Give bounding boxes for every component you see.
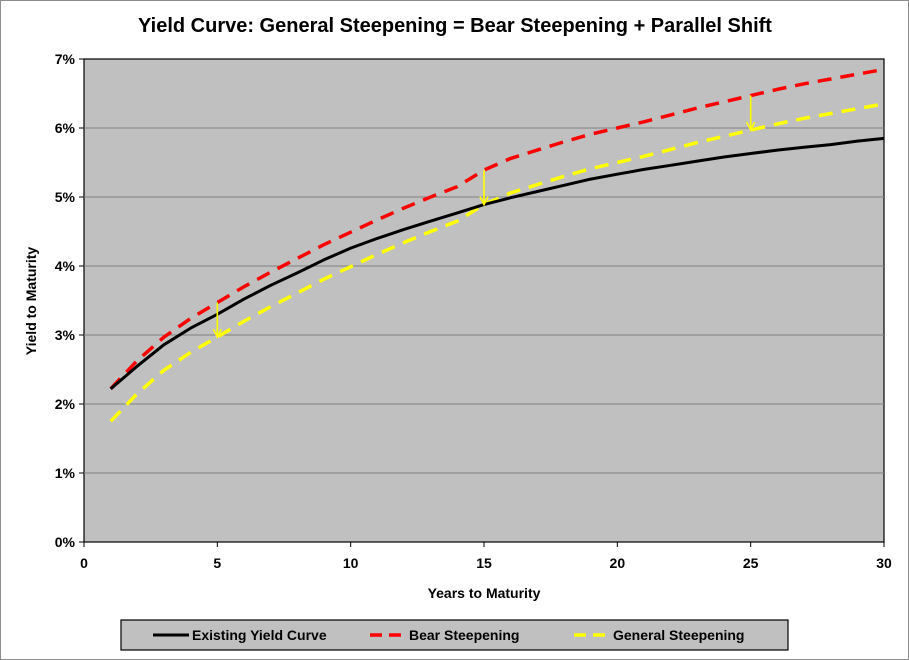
legend-item: Bear Steepening <box>370 627 519 643</box>
y-tick-label: 6% <box>55 120 76 136</box>
y-tick-label: 4% <box>55 258 76 274</box>
legend-items: Existing Yield Curve Bear Steepening Gener… <box>153 627 744 643</box>
y-tick-label: 7% <box>55 51 76 67</box>
x-tick-label: 15 <box>476 555 492 571</box>
legend-item: General Steepening <box>574 627 744 643</box>
legend-label: General Steepening <box>613 627 744 643</box>
y-axis-ticks: 0% 1% 2% 3% 4% 5% 6% 7% <box>55 51 84 550</box>
legend-label: Bear Steepening <box>409 627 519 643</box>
chart-title: Yield Curve: General Steepening = Bear S… <box>138 15 772 37</box>
x-tick-label: 20 <box>610 555 626 571</box>
shift-arrow <box>745 95 756 132</box>
x-axis-ticks: 0 5 10 15 20 25 30 <box>80 542 892 571</box>
series-line-general-steepening <box>109 102 885 423</box>
shift-arrow-head <box>479 196 489 207</box>
y-tick-label: 5% <box>55 189 76 205</box>
shift-arrow <box>212 302 223 339</box>
annotation-group <box>212 95 756 339</box>
shift-arrow-head <box>212 328 223 339</box>
series-line-existing-yield-curve <box>109 136 885 390</box>
y-tick-label: 0% <box>55 534 76 550</box>
plot-area <box>83 58 885 543</box>
x-tick-label: 30 <box>876 555 892 571</box>
x-tick-label: 25 <box>743 555 759 571</box>
legend <box>120 619 789 651</box>
legend-label: Existing Yield Curve <box>192 627 327 643</box>
shift-arrow <box>479 170 489 207</box>
series-line-bear-steepening <box>109 67 885 390</box>
y-tick-label: 1% <box>55 465 76 481</box>
x-tick-label: 10 <box>343 555 359 571</box>
shift-arrow-head <box>745 121 756 132</box>
x-tick-label: 0 <box>80 555 88 571</box>
y-tick-label: 3% <box>55 327 76 343</box>
series-group <box>109 67 885 423</box>
x-tick-label: 5 <box>213 555 221 571</box>
legend-item: Existing Yield Curve <box>153 627 327 643</box>
y-tick-label: 2% <box>55 396 76 412</box>
y-axis-label: Yield to Maturity <box>23 247 39 356</box>
x-axis-label: Years to Maturity <box>428 585 541 601</box>
